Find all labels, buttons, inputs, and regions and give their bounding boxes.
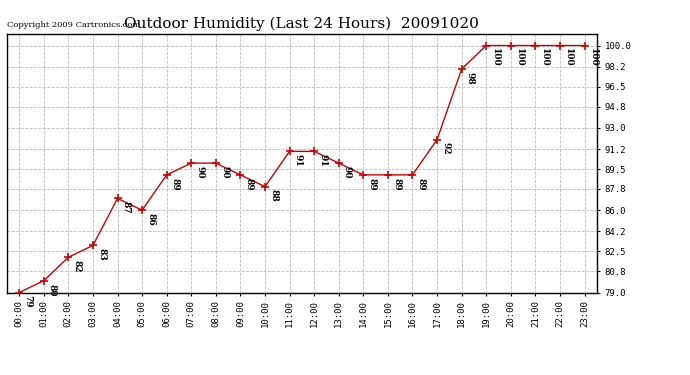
Text: 79: 79 [23,295,32,308]
Text: 89: 89 [368,178,377,190]
Text: 100: 100 [491,48,500,67]
Text: 89: 89 [392,178,401,190]
Text: 90: 90 [195,166,204,178]
Text: 86: 86 [146,213,155,226]
Text: 88: 88 [269,189,278,202]
Text: 100: 100 [564,48,573,67]
Text: 80: 80 [48,284,57,296]
Text: 87: 87 [121,201,130,214]
Text: 100: 100 [540,48,549,67]
Text: 100: 100 [515,48,524,67]
Text: 90: 90 [343,166,352,178]
Text: 89: 89 [244,178,254,190]
Text: 83: 83 [97,248,106,261]
Text: 100: 100 [589,48,598,67]
Text: 91: 91 [318,154,327,167]
Text: 98: 98 [466,72,475,84]
Text: 89: 89 [417,178,426,190]
Title: Outdoor Humidity (Last 24 Hours)  20091020: Outdoor Humidity (Last 24 Hours) 2009102… [124,17,480,31]
Text: 90: 90 [220,166,229,178]
Text: 92: 92 [441,142,451,155]
Text: 82: 82 [72,260,81,273]
Text: 91: 91 [294,154,303,167]
Text: 89: 89 [171,178,180,190]
Text: Copyright 2009 Cartronics.com: Copyright 2009 Cartronics.com [7,21,140,28]
